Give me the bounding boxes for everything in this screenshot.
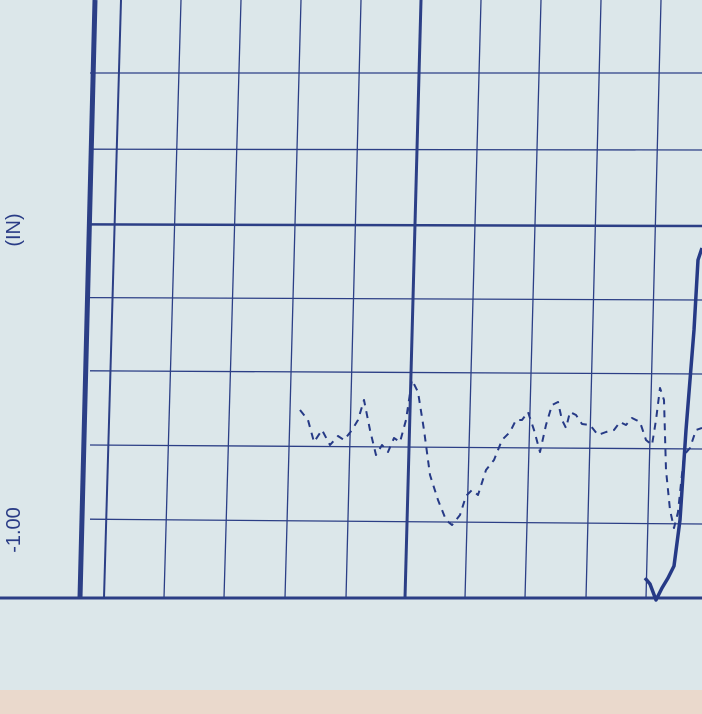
y-axis-units-label: (IN): [3, 213, 25, 246]
solid-trace-series: [643, 247, 702, 602]
y-axis-line: [77, 0, 98, 599]
grid-line-horizontal: [89, 370, 702, 375]
grid-line-horizontal: [89, 223, 702, 228]
grid-line-horizontal: [89, 296, 702, 301]
grid-line-horizontal: [89, 518, 702, 525]
y-tick-label: -1.00: [3, 507, 25, 553]
chart-traces: [299, 247, 702, 602]
dashed-trace-series: [299, 379, 702, 529]
grid-line-horizontal: [89, 444, 702, 450]
chart-grid: [0, 0, 702, 600]
grid-line-horizontal: [89, 148, 702, 151]
grid-line-vertical: [645, 0, 662, 599]
grid-line-vertical: [223, 0, 242, 599]
paper-margin-strip: [0, 690, 702, 714]
grid-line-vertical: [163, 0, 182, 599]
grid-line-vertical: [103, 0, 122, 599]
